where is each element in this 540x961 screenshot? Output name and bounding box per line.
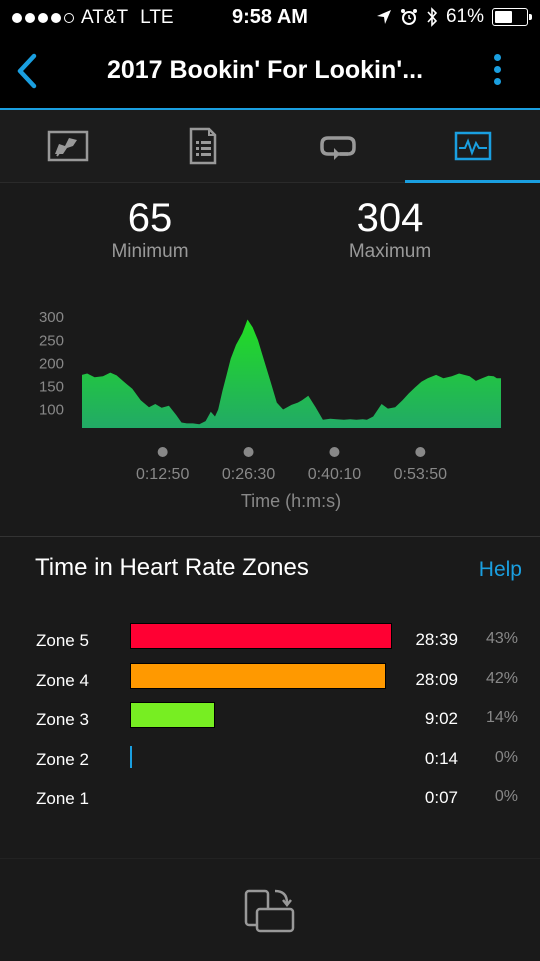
tab-map[interactable] bbox=[0, 110, 135, 182]
bottom-bar bbox=[0, 858, 540, 961]
y-tick-label: 300 bbox=[39, 309, 64, 326]
zone-row: Zone 2 0:14 0% bbox=[0, 740, 540, 780]
battery-percent: 61% bbox=[445, 6, 484, 27]
x-tick-label: 0:26:30 bbox=[222, 466, 275, 483]
y-tick-label: 200 bbox=[39, 355, 64, 372]
maximum-label: Maximum bbox=[348, 241, 432, 262]
y-axis: 100 150 200 250 300 bbox=[39, 309, 64, 418]
maximum-stat: 304 Maximum bbox=[330, 195, 450, 263]
heart-rate-area bbox=[82, 319, 501, 428]
zone-name: Zone 4 bbox=[36, 670, 89, 690]
zone-row: Zone 5 28:39 43% bbox=[0, 621, 540, 661]
heart-rate-stats: 65 Minimum 304 Maximum bbox=[0, 195, 540, 265]
zone-row: Zone 4 28:09 42% bbox=[0, 661, 540, 701]
tab-bar bbox=[0, 110, 540, 183]
x-tick-marker bbox=[415, 447, 426, 457]
y-tick-label: 250 bbox=[39, 332, 64, 349]
zone-bar bbox=[130, 662, 387, 689]
x-tick-label: 0:12:50 bbox=[136, 466, 189, 483]
zone-bar bbox=[130, 745, 132, 768]
zone-percent: 0% bbox=[494, 748, 518, 766]
app-header: 2017 Bookin' For Lookin'... bbox=[0, 36, 540, 110]
zone-time: 28:09 bbox=[415, 669, 458, 689]
x-axis-label: Time (h:m:s) bbox=[241, 491, 341, 511]
alarm-clock-icon bbox=[400, 9, 417, 25]
heart-rate-zones-section: Time in Heart Rate Zones Help Zone 5 28:3… bbox=[0, 537, 540, 857]
heart-rate-chart-icon bbox=[454, 131, 491, 161]
status-bar: AT&T LTE 9:58 AM 61% bbox=[0, 0, 540, 36]
y-tick-label: 100 bbox=[39, 402, 64, 419]
bluetooth-icon bbox=[427, 7, 438, 27]
section-divider bbox=[0, 536, 540, 537]
network-type: LTE bbox=[140, 7, 174, 28]
x-axis: 0:12:50 0:26:30 0:40:10 0:53:50 bbox=[136, 447, 447, 483]
x-tick-marker bbox=[329, 447, 340, 457]
zone-bar bbox=[130, 702, 216, 728]
zone-time: 0:14 bbox=[424, 748, 458, 768]
more-options-icon[interactable] bbox=[492, 54, 502, 92]
zone-percent: 0% bbox=[494, 788, 518, 805]
zone-percent: 14% bbox=[485, 709, 518, 726]
zone-time: 28:39 bbox=[415, 630, 458, 649]
laps-icon bbox=[319, 136, 356, 160]
zone-row: Zone 1 0:07 0% bbox=[0, 779, 540, 819]
zone-percent: 43% bbox=[485, 630, 518, 647]
page-title: 2017 Bookin' For Lookin'... bbox=[106, 56, 424, 84]
x-tick-marker bbox=[243, 447, 254, 457]
zone-name: Zone 3 bbox=[36, 710, 89, 729]
help-link[interactable]: Help bbox=[478, 558, 522, 581]
zone-percent: 42% bbox=[485, 669, 518, 687]
signal-strength-icon bbox=[12, 7, 77, 28]
minimum-stat: 65 Minimum bbox=[90, 195, 210, 263]
details-icon bbox=[189, 127, 216, 165]
zones-title: Time in Heart Rate Zones bbox=[35, 554, 309, 581]
battery-icon bbox=[492, 8, 532, 26]
zone-time: 9:02 bbox=[424, 709, 458, 728]
x-tick-marker bbox=[157, 447, 168, 457]
tab-heart-rate[interactable] bbox=[405, 110, 540, 183]
zone-name: Zone 5 bbox=[36, 631, 89, 650]
zone-time: 0:07 bbox=[424, 788, 458, 807]
back-arrow-icon[interactable] bbox=[12, 52, 42, 90]
status-left: AT&T LTE bbox=[12, 7, 174, 29]
minimum-label: Minimum bbox=[111, 241, 189, 262]
location-arrow-icon bbox=[376, 10, 391, 24]
heart-rate-chart: 100 150 200 250 300 0:12:50 0:26:30 0:40:10 0:5… bbox=[39, 309, 501, 511]
x-tick-label: 0:53:50 bbox=[394, 466, 447, 483]
zone-row: Zone 3 9:02 14% bbox=[0, 700, 540, 740]
zone-name: Zone 2 bbox=[36, 749, 89, 769]
maximum-value: 304 bbox=[356, 196, 424, 240]
status-right: 61% bbox=[376, 6, 532, 28]
carrier-name: AT&T bbox=[81, 7, 129, 28]
map-icon bbox=[47, 130, 88, 162]
rotate-screen-icon[interactable] bbox=[243, 887, 297, 935]
y-tick-label: 150 bbox=[39, 378, 64, 395]
battery-fill bbox=[495, 11, 513, 23]
minimum-value: 65 bbox=[127, 196, 173, 240]
x-tick-label: 0:40:10 bbox=[308, 466, 361, 483]
zone-name: Zone 1 bbox=[36, 789, 89, 808]
tab-details[interactable] bbox=[135, 110, 270, 182]
status-time: 9:58 AM bbox=[232, 6, 308, 28]
tab-laps[interactable] bbox=[270, 110, 405, 182]
zone-bar bbox=[130, 623, 393, 649]
